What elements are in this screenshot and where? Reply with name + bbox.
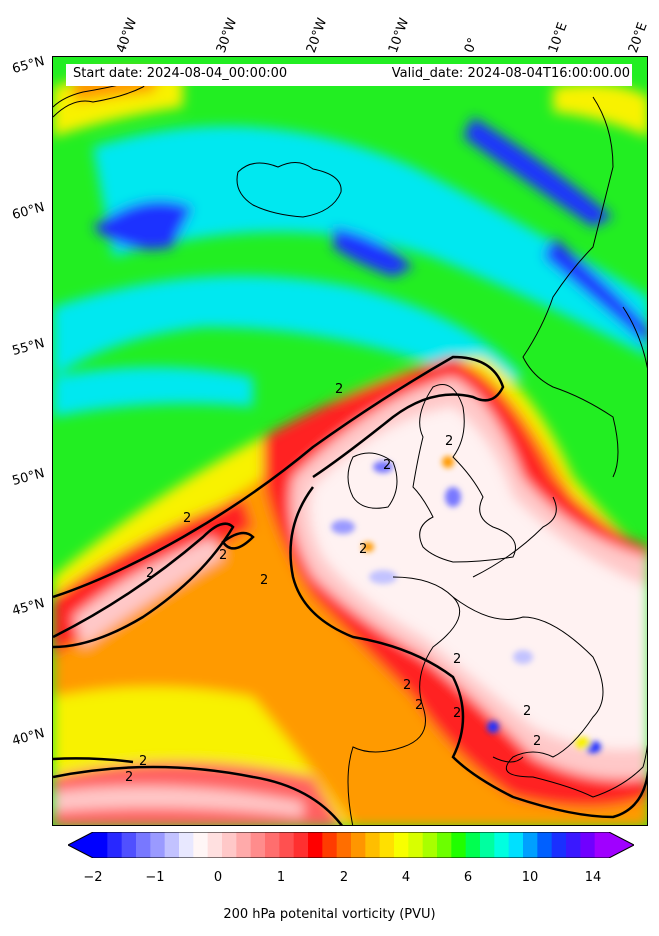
colorbar-segment: [279, 832, 295, 858]
colorbar-segment: [508, 832, 524, 858]
contour-label: 2: [260, 573, 268, 588]
colorbar-tick-label: 4: [401, 870, 411, 885]
contour-label: 2: [533, 734, 541, 749]
colorbar-segment: [551, 832, 567, 858]
contour-label: 2: [183, 511, 191, 526]
pv-small-features: [331, 456, 601, 753]
lat-label-55n: 55°N: [10, 336, 47, 359]
colorbar-segment: [250, 832, 266, 858]
coastlines: [53, 76, 647, 825]
lat-label-50n: 50°N: [10, 466, 47, 489]
contour-label: 2: [523, 704, 531, 719]
colorbar-extend-min: [68, 832, 93, 858]
colorbar-segment: [121, 832, 137, 858]
lat-label-40n: 40°N: [10, 726, 47, 749]
ireland-coast: [347, 452, 398, 509]
contour-label: 2: [125, 770, 133, 785]
lon-label-0: 0°: [461, 35, 482, 55]
colorbar-tick-label: −2: [83, 870, 103, 885]
colorbar-segment: [136, 832, 151, 858]
contour-label: 2: [453, 652, 461, 667]
colorbar-segment: [437, 832, 452, 858]
pv-2-contours: [53, 355, 647, 825]
colorbar-tick-label: 14: [584, 870, 602, 885]
colorbar-segment: [523, 832, 538, 858]
colorbar-tick-label: 6: [463, 870, 473, 885]
colorbar-segment: [207, 832, 223, 858]
colorbar-tick-label: 10: [521, 870, 539, 885]
contour-label: 2: [383, 458, 391, 473]
colorbar: [68, 832, 634, 858]
colorbar-segment: [566, 832, 581, 858]
lat-label-45n: 45°N: [10, 596, 47, 619]
colorbar-segment: [164, 832, 180, 858]
colorbar-tick-label: −1: [145, 870, 165, 885]
great-britain-coast: [412, 384, 516, 563]
contour-label: 2: [403, 678, 411, 693]
colorbar-segment: [93, 832, 108, 858]
lat-label-65n: 65°N: [10, 54, 47, 77]
colorbar-segment: [179, 832, 194, 858]
contour-label-group: 2 2 2 2 2 2 2 2 2 2 2 2 2 2 2 2: [125, 382, 541, 785]
lon-label-20e: 20°E: [625, 20, 651, 55]
colorbar-segment: [107, 832, 123, 858]
colorbar-segment: [451, 832, 467, 858]
start-date-label: Start date: 2024-08-04_00:00:00: [73, 66, 288, 81]
colorbar-segment: [351, 832, 366, 858]
colorbar-segment: [379, 832, 395, 858]
colorbar-segment: [308, 832, 323, 858]
pv-field-shading: [53, 70, 647, 825]
colorbar-segment: [150, 832, 166, 858]
contour-label: 2: [139, 754, 147, 769]
lon-label-10e: 10°E: [545, 20, 571, 55]
colorbar-segment: [322, 832, 338, 858]
contour-label: 2: [445, 434, 453, 449]
colorbar-segment: [265, 832, 280, 858]
colorbar-tick-label: 2: [339, 870, 349, 885]
header-box: [66, 64, 632, 86]
contour-label: 2: [359, 542, 367, 557]
colorbar-segment: [537, 832, 553, 858]
lon-label-20w: 20°W: [303, 16, 331, 55]
map-panel: 2 2 2 2 2 2 2 2 2 2 2 2 2 2 2 2: [52, 56, 648, 826]
colorbar-extend-max: [609, 832, 634, 858]
lat-label-60n: 60°N: [10, 200, 47, 223]
contour-label: 2: [219, 548, 227, 563]
colorbar-segment: [465, 832, 481, 858]
colorbar-segment: [580, 832, 596, 858]
contour-label: 2: [415, 698, 423, 713]
colorbar-segment: [422, 832, 438, 858]
colorbar-tick-label: 1: [276, 870, 286, 885]
iberia-coast: [347, 496, 557, 825]
colorbar-segment: [494, 832, 510, 858]
colorbar-segment: [293, 832, 309, 858]
colorbar-segment: [594, 832, 610, 858]
valid-date-label: Valid_date: 2024-08-04T16:00:00.00: [391, 66, 630, 81]
colorbar-segment: [222, 832, 237, 858]
colorbar-segment: [336, 832, 352, 858]
pv-field-map: 2 2 2 2 2 2 2 2 2 2 2 2 2 2 2 2: [53, 57, 647, 825]
contour-label: 2: [146, 566, 154, 581]
lon-label-30w: 30°W: [213, 16, 241, 55]
lon-label-40w: 40°W: [113, 16, 141, 55]
contour-label: 2: [335, 382, 343, 397]
colorbar-tick-label: 0: [213, 870, 223, 885]
colorbar-segment: [480, 832, 495, 858]
colorbar-segment: [394, 832, 409, 858]
colorbar-segment: [365, 832, 381, 858]
colorbar-title: 200 hPa potenital vorticity (PVU): [223, 907, 436, 922]
contour-label: 2: [453, 706, 461, 721]
iceland-coast: [236, 162, 342, 218]
colorbar-segment: [193, 832, 209, 858]
colorbar-segment: [236, 832, 252, 858]
colorbar-segment: [408, 832, 424, 858]
lon-label-10w: 10°W: [385, 16, 413, 55]
